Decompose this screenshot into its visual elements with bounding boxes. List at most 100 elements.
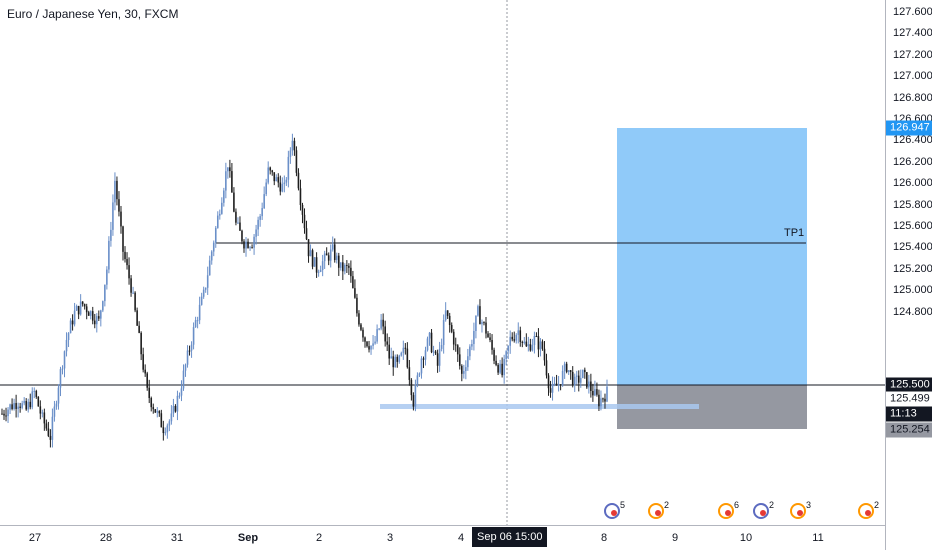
event-marker-icon[interactable]: 2 xyxy=(648,500,669,519)
event-flag-icon[interactable]: 5 xyxy=(604,500,625,519)
candle-body xyxy=(152,407,155,410)
event-flag-icon[interactable]: 2 xyxy=(753,500,774,519)
candle-body xyxy=(329,249,332,261)
candle-body xyxy=(136,310,138,326)
candle-body xyxy=(295,150,298,173)
candle-body xyxy=(440,345,443,349)
candle-body xyxy=(370,345,372,350)
candle-body xyxy=(448,315,451,326)
candle-body xyxy=(297,172,300,189)
candle-body xyxy=(337,255,340,268)
candle-body xyxy=(91,311,94,321)
candle-body xyxy=(458,354,461,366)
candle-body xyxy=(354,288,356,298)
candle-body xyxy=(289,150,292,157)
price-tick-label: 126.400 xyxy=(893,134,932,147)
candle-body xyxy=(194,320,197,328)
candle-body xyxy=(235,211,237,223)
candle-body xyxy=(13,403,15,409)
event-marker-icon[interactable]: 2 xyxy=(858,500,879,519)
candle-body xyxy=(503,359,505,376)
candle-body xyxy=(63,351,66,369)
price-tick-label: 126.000 xyxy=(893,177,932,190)
candle-body xyxy=(27,401,30,410)
candle-body xyxy=(499,363,501,373)
candle-body xyxy=(198,304,201,321)
candle-body xyxy=(237,222,239,224)
candle-body xyxy=(561,370,564,386)
event-marker-icon[interactable]: 3 xyxy=(790,500,811,519)
candle-body xyxy=(602,398,604,400)
candle-body xyxy=(104,284,106,302)
candle-body xyxy=(269,167,272,171)
candle-body xyxy=(358,313,360,325)
candle-body xyxy=(432,351,435,353)
candle-body xyxy=(241,230,243,242)
candle-body xyxy=(35,390,38,397)
candle-body xyxy=(473,330,475,345)
candle-body xyxy=(214,227,217,243)
candle-body xyxy=(590,381,592,392)
candle-body xyxy=(414,384,417,407)
candle-body xyxy=(184,364,187,371)
candle-body xyxy=(249,247,251,249)
candle-body xyxy=(277,177,280,183)
candle-body xyxy=(406,348,409,368)
candle-body xyxy=(344,265,346,272)
candle-body xyxy=(154,409,157,413)
event-count: 2 xyxy=(664,500,670,510)
candle-body xyxy=(335,255,338,261)
candle-body xyxy=(69,320,72,334)
candle-body xyxy=(114,180,116,203)
candle-body xyxy=(553,383,556,385)
candle-body xyxy=(253,236,255,248)
candle-body xyxy=(263,194,265,209)
event-marker-icon[interactable]: 6 xyxy=(718,500,739,519)
time-axis[interactable] xyxy=(0,525,885,551)
candle-body xyxy=(216,215,219,228)
candle-body xyxy=(293,140,296,151)
candle-body xyxy=(430,332,433,353)
candle-body xyxy=(33,390,36,392)
candle-body xyxy=(313,257,316,267)
candle-body xyxy=(150,398,153,408)
candle-body xyxy=(223,190,225,203)
target-zone xyxy=(617,128,807,385)
candle-body xyxy=(319,270,322,272)
candle-body xyxy=(87,312,90,316)
candle-body xyxy=(261,208,263,217)
candle-body xyxy=(204,287,207,290)
price-axis[interactable] xyxy=(885,0,932,550)
price-tick-label: 127.000 xyxy=(893,70,932,83)
candle-body xyxy=(247,241,249,248)
candle-body xyxy=(584,369,586,373)
candle-body xyxy=(604,398,606,402)
candle-body xyxy=(162,427,165,434)
candle-body xyxy=(456,345,459,355)
candle-body xyxy=(454,344,457,346)
candle-body xyxy=(348,265,350,268)
candle-body xyxy=(511,336,514,340)
candle-body xyxy=(364,337,366,342)
candle-body xyxy=(444,310,447,321)
candle-body xyxy=(418,373,421,376)
candle-body xyxy=(487,333,489,338)
crosshair-price-label: 125.499 xyxy=(886,391,932,407)
price-tick-label: 127.400 xyxy=(893,27,932,40)
candle-body xyxy=(132,292,134,294)
candle-body xyxy=(600,398,602,407)
candle-body xyxy=(422,358,425,360)
candle-body xyxy=(398,355,401,362)
candle-body xyxy=(303,214,306,229)
candle-body xyxy=(1,413,3,415)
crosshair-time-label: Sep 06 15:00 xyxy=(472,527,548,547)
candle-body xyxy=(424,350,427,360)
candle-body xyxy=(545,360,548,376)
candle-body xyxy=(577,375,580,383)
candle-body xyxy=(221,202,223,214)
candle-body xyxy=(428,332,431,339)
candle-body xyxy=(475,315,477,331)
price-tick-label: 124.800 xyxy=(893,305,932,318)
candle-body xyxy=(170,413,173,422)
